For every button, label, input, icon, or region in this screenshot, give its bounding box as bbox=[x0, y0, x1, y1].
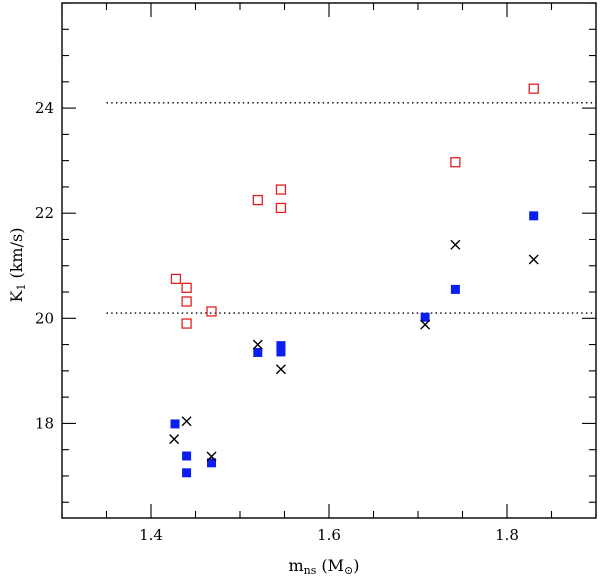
filled-square-point bbox=[182, 451, 192, 461]
x-axis-title-unit-close: ) bbox=[353, 556, 359, 575]
open-square-point bbox=[528, 83, 539, 94]
filled-square-point bbox=[529, 211, 539, 221]
x-axis-title: mns (M⊙) bbox=[289, 556, 360, 577]
data-points bbox=[169, 83, 539, 478]
filled-square-point bbox=[276, 341, 286, 351]
filled-square-point bbox=[276, 347, 286, 357]
cross-point bbox=[181, 416, 192, 427]
y-axis-title-main: K bbox=[7, 289, 26, 302]
cross-point bbox=[252, 339, 263, 350]
cross-point bbox=[206, 451, 217, 462]
reference-lines bbox=[106, 102, 596, 314]
y-axis-title-unit: (km/s) bbox=[7, 228, 26, 279]
cross-point bbox=[275, 364, 286, 375]
open-square-point bbox=[275, 202, 287, 214]
filled-square-point bbox=[170, 419, 180, 429]
filled-square-point bbox=[207, 458, 217, 468]
open-square-point bbox=[181, 296, 192, 307]
y-tick-label: 18 bbox=[35, 414, 54, 432]
open-square-point bbox=[170, 273, 182, 285]
x-axis-title-unit-open: (M bbox=[321, 556, 344, 575]
cross-point bbox=[528, 254, 539, 265]
open-square-point bbox=[252, 194, 263, 206]
filled-square-point bbox=[253, 347, 263, 357]
cross-point bbox=[420, 319, 431, 330]
open-square-point bbox=[450, 157, 461, 168]
x-tick-label: 1.4 bbox=[139, 526, 163, 544]
y-tick-label: 20 bbox=[35, 309, 54, 327]
filled-square-point bbox=[420, 312, 430, 322]
y-tick-label: 22 bbox=[35, 204, 54, 222]
open-square-point bbox=[181, 282, 192, 293]
y-tick-label: 24 bbox=[35, 99, 54, 117]
filled-square-point bbox=[450, 284, 460, 294]
cross-point bbox=[169, 434, 180, 445]
axis-ticks bbox=[61, 2, 597, 518]
y-axis-title: K1 (km/s) bbox=[7, 228, 28, 303]
x-axis-title-main: m bbox=[289, 556, 304, 575]
open-square-point bbox=[206, 306, 217, 317]
x-axis-title-sub: ns bbox=[304, 564, 317, 577]
filled-square-point bbox=[182, 468, 192, 478]
y-axis-title-sub: 1 bbox=[15, 284, 28, 291]
tick-labels: 1.4 1.6 1.8 18 20 22 24 bbox=[35, 99, 519, 544]
x-tick-label: 1.8 bbox=[495, 526, 519, 544]
cross-point bbox=[450, 239, 461, 250]
x-axis-title-unit-symbol: ⊙ bbox=[344, 564, 353, 577]
open-square-point bbox=[275, 184, 287, 195]
plot-frame bbox=[61, 2, 597, 519]
x-tick-label: 1.6 bbox=[317, 526, 341, 544]
open-square-point bbox=[181, 318, 192, 329]
